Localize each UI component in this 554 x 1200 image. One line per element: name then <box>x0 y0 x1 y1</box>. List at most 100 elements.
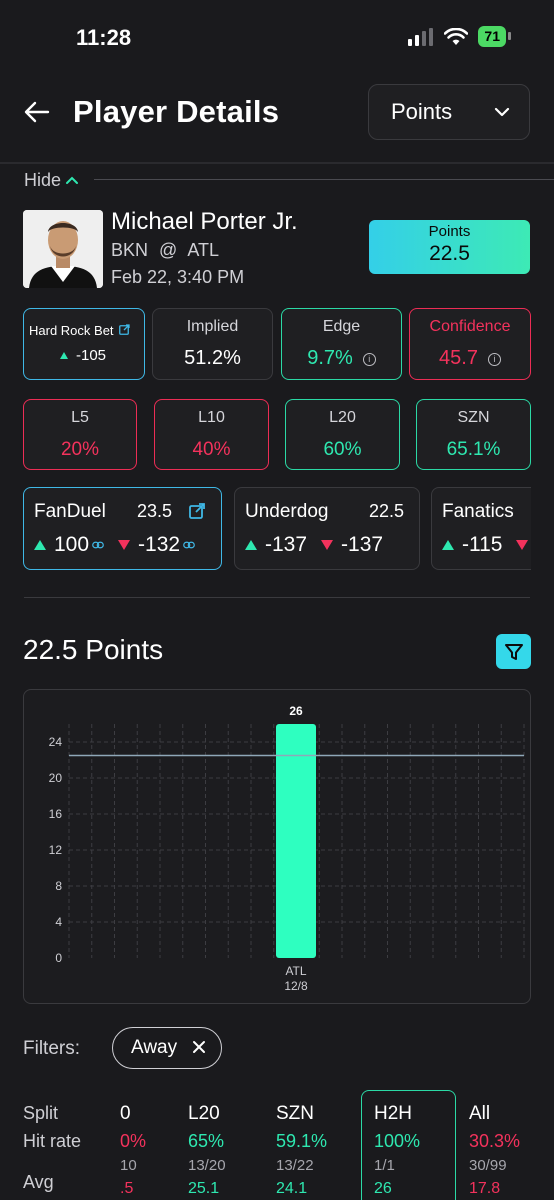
hit-rate-value: 60% <box>323 439 362 460</box>
hit-rate-card-l10[interactable]: L10 40% <box>154 399 269 470</box>
status-bar: 11:28 71 <box>0 0 554 72</box>
battery-indicator: 71 <box>478 26 511 47</box>
hit-rate-title: L20 <box>329 409 356 426</box>
hide-divider <box>94 179 554 180</box>
over-arrow-icon <box>245 540 257 550</box>
hit-rate-row-label: Hit rate <box>23 1131 82 1151</box>
link-icon <box>92 541 104 549</box>
scroll-fade <box>531 480 554 580</box>
split-column-head: SZN <box>276 1103 314 1124</box>
bar-value-label: 26 <box>289 704 303 718</box>
hit-rate-card-l5[interactable]: L5 20% <box>23 399 137 470</box>
player-name: Michael Porter Jr. <box>111 208 298 235</box>
implied-value: 51.2% <box>184 347 241 369</box>
y-tick-label: 16 <box>49 807 63 821</box>
split-fraction: 1/1 <box>374 1157 395 1174</box>
under-arrow-icon <box>321 540 334 550</box>
over-odds: -115 <box>462 533 503 556</box>
under-arrow-icon <box>516 540 529 550</box>
line-pill-value: 22.5 <box>429 242 470 265</box>
hit-rate-card-l20[interactable]: L20 60% <box>285 399 400 470</box>
filters-label: Filters: <box>23 1038 80 1059</box>
under-arrow-icon <box>118 540 131 550</box>
split-fraction: 10 <box>120 1157 137 1174</box>
confidence-value: 45.7 <box>439 347 478 369</box>
section-divider <box>24 597 530 598</box>
back-button[interactable] <box>22 97 52 127</box>
book-name: Underdog <box>245 501 329 522</box>
y-tick-label: 24 <box>49 735 63 749</box>
info-icon[interactable]: i <box>362 353 376 366</box>
line-pill[interactable]: Points 22.5 <box>369 220 530 274</box>
split-average: 25.1 <box>188 1180 220 1197</box>
at-symbol: @ <box>159 240 178 260</box>
opponent-abbr: ATL <box>187 240 220 260</box>
over-odds: -137 <box>265 533 308 556</box>
hit-rate-title: SZN <box>457 409 490 426</box>
x-tick-label: ATL <box>285 964 306 978</box>
edge-value: 9.7% <box>307 347 353 369</box>
over-arrow-icon <box>442 540 454 550</box>
filter-button[interactable] <box>496 634 531 669</box>
book-card-underdog[interactable]: Underdog 22.5 -137 -137 <box>234 487 420 570</box>
team-abbr: BKN <box>111 240 149 260</box>
external-link-icon[interactable] <box>189 503 206 520</box>
wifi-icon <box>444 27 469 45</box>
book-name: Fanatics <box>442 501 514 522</box>
over-odds: 100 <box>54 533 90 556</box>
split-hit-rate: 0% <box>120 1131 147 1151</box>
under-odds: -137 <box>341 533 384 556</box>
split-hit-rate: 100% <box>374 1131 421 1151</box>
split-row-label: Split <box>23 1103 59 1123</box>
filter-icon <box>504 643 523 660</box>
book-line: 23.5 <box>137 501 173 521</box>
hit-rate-value: 65.1% <box>446 439 501 460</box>
h2h-column-highlight[interactable] <box>361 1090 456 1200</box>
chart-title: 22.5 Points <box>23 634 164 665</box>
edge-title: Edge <box>322 318 361 335</box>
confidence-card: Confidence 45.7 i <box>409 308 531 380</box>
split-hit-rate: 65% <box>188 1131 225 1151</box>
split-column-head: L20 <box>188 1103 220 1124</box>
player-avatar <box>23 210 103 288</box>
split-column-head: H2H <box>374 1103 413 1124</box>
hide-toggle[interactable]: Hide <box>24 168 79 192</box>
link-icon <box>183 541 195 549</box>
close-icon[interactable] <box>191 1039 207 1055</box>
sportsbook-card[interactable]: Hard Rock Bet -105 <box>23 308 145 380</box>
book-line: 22.5 <box>369 501 405 521</box>
status-time: 11:28 <box>76 25 132 50</box>
x-tick-date: 12/8 <box>284 979 308 993</box>
sportsbook-name: Hard Rock Bet <box>29 323 114 338</box>
hit-rate-value: 20% <box>60 439 100 460</box>
y-tick-label: 12 <box>49 843 63 857</box>
market-dropdown-value: Points <box>391 99 453 124</box>
info-icon[interactable]: i <box>487 353 501 366</box>
book-card-fanduel[interactable]: FanDuel 23.5 100 -132 <box>23 487 222 570</box>
hit-rate-title: L5 <box>71 409 89 426</box>
header-divider <box>0 162 554 164</box>
sportsbook-odds: -105 <box>76 347 107 364</box>
bar <box>276 724 316 958</box>
status-icons: 71 <box>408 26 511 47</box>
split-hit-rate: 59.1% <box>276 1131 328 1151</box>
split-fraction: 30/99 <box>469 1157 507 1174</box>
avg-row-label: Avg <box>23 1172 54 1192</box>
hide-toggle-label: Hide <box>24 169 62 190</box>
filter-chip-away[interactable]: Away <box>112 1027 222 1069</box>
implied-card: Implied 51.2% <box>152 308 273 380</box>
line-pill-label: Points <box>428 223 471 240</box>
split-column-head: All <box>469 1103 491 1124</box>
matchup: BKN @ ATL <box>111 240 219 261</box>
market-dropdown[interactable]: Points <box>368 84 530 140</box>
split-average: 17.8 <box>469 1180 501 1197</box>
hit-rate-card-szn[interactable]: SZN 65.1% <box>416 399 531 470</box>
page-title: Player Details <box>73 94 280 129</box>
y-tick-label: 8 <box>55 879 62 893</box>
external-link-icon <box>119 324 130 335</box>
chevron-down-icon <box>494 107 510 117</box>
filter-chip-label: Away <box>131 1037 178 1058</box>
chevron-up-icon <box>66 176 79 184</box>
header: Player Details Points <box>0 72 554 156</box>
